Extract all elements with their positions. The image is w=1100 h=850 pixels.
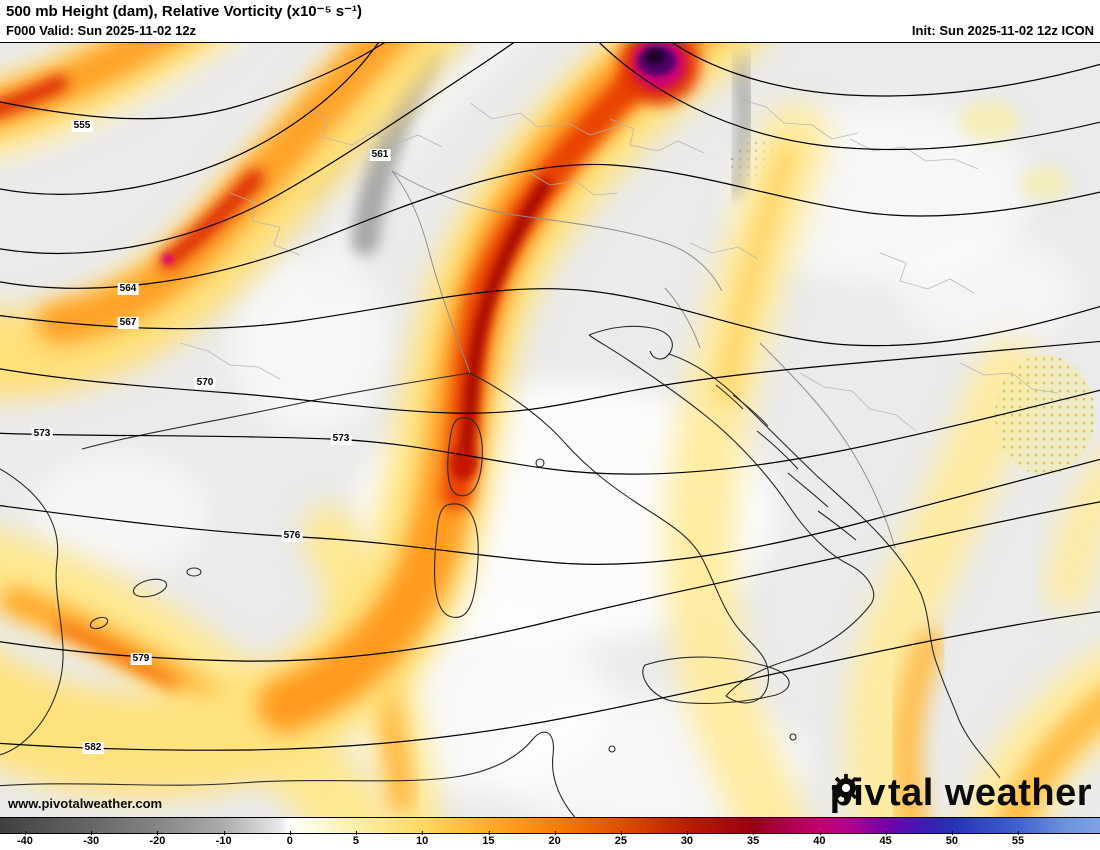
colorbar-tick-label: 40 bbox=[813, 831, 826, 847]
colorbar-tick-label: 30 bbox=[680, 831, 694, 847]
colorbar-tick-label: -20 bbox=[149, 831, 166, 847]
colorbar-tick-label: 20 bbox=[548, 831, 561, 847]
logo-text-tal-weather: tal weather bbox=[887, 772, 1092, 814]
colorbar-tick-label: 0 bbox=[286, 831, 293, 847]
map-canvas: 555 561 564 567 570 573 573 576 579 582 www.pivot… bbox=[0, 42, 1100, 818]
contour-label: 573 bbox=[31, 428, 53, 440]
weather-map-graphic bbox=[0, 43, 1100, 817]
contour-label: 582 bbox=[82, 742, 104, 754]
map-title: 500 mb Height (dam), Relative Vorticity … bbox=[6, 3, 363, 20]
colorbar-tick-label: -30 bbox=[83, 831, 100, 847]
pivotal-weather-logo: piv tal weat bbox=[830, 772, 1092, 815]
colorbar-gradient bbox=[0, 818, 1100, 834]
watermark: www.pivotalweather.com bbox=[8, 796, 163, 811]
colorbar-tick-label: -40 bbox=[17, 831, 33, 847]
init-time: Init: Sun 2025-11-02 12z ICON bbox=[911, 23, 1094, 38]
colorbar-tick-label: 10 bbox=[416, 831, 429, 847]
colorbar-tick-label: 55 bbox=[1011, 831, 1025, 847]
colorbar-tick-label: 50 bbox=[945, 831, 958, 847]
colorbar-tick-label: -10 bbox=[215, 831, 232, 847]
valid-time: F000 Valid: Sun 2025-11-02 12z bbox=[6, 23, 197, 38]
colorbar-tick-label: 45 bbox=[879, 831, 892, 847]
contour-label: 564 bbox=[117, 283, 139, 295]
colorbar-ticks: -40 -30 -20 -10 0 5 10 15 20 25 30 35 40 45 50 55 bbox=[0, 818, 1100, 850]
contour-label: 579 bbox=[130, 653, 152, 665]
colorbar-legend: -40 -30 -20 -10 0 5 10 15 20 25 30 35 40 45 50 55 bbox=[0, 818, 1100, 850]
contour-label: 567 bbox=[117, 317, 139, 329]
contour-label: 570 bbox=[194, 377, 216, 389]
colorbar-tick-label: 25 bbox=[614, 831, 627, 847]
contour-labels: 555 561 564 567 570 573 573 576 579 582 bbox=[0, 43, 1100, 817]
colorbar-tick-label: 15 bbox=[482, 831, 495, 847]
colorbar-tick-label: 5 bbox=[352, 831, 360, 847]
contour-label: 573 bbox=[330, 433, 352, 445]
contour-label: 561 bbox=[369, 149, 391, 161]
map-header: 500 mb Height (dam), Relative Vorticity … bbox=[0, 0, 1100, 42]
contour-label: 576 bbox=[281, 530, 303, 542]
contour-label: 555 bbox=[71, 120, 93, 132]
colorbar-tick-label: 35 bbox=[747, 831, 760, 847]
